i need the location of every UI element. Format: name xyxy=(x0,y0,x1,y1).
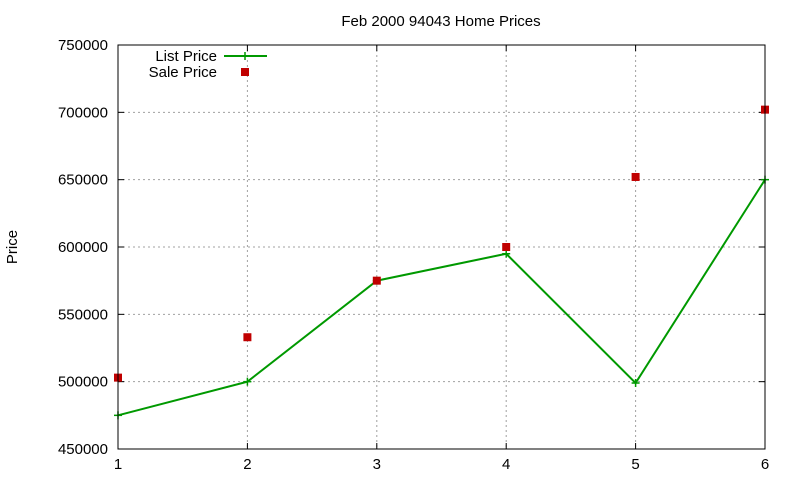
y-tick-label: 750000 xyxy=(58,37,108,54)
legend-label-list-price: List Price xyxy=(155,48,217,65)
y-tick-label: 500000 xyxy=(58,374,108,391)
x-tick-label: 3 xyxy=(373,456,381,473)
axis-ticks: 1 2 3 4 5 6 450000 500000 550000 600000 650000 7000… xyxy=(58,37,769,473)
list-price-point xyxy=(243,377,252,386)
legend-marker-list-price xyxy=(241,52,249,60)
list-price-line xyxy=(117,179,766,417)
y-tick-label: 700000 xyxy=(58,104,108,121)
sale-price-point xyxy=(631,172,640,181)
sale-price-point xyxy=(372,276,381,285)
legend-marker-sale-price xyxy=(241,68,249,76)
y-tick-label: 550000 xyxy=(58,306,108,323)
list-price-point xyxy=(502,249,511,258)
x-tick-label: 6 xyxy=(761,456,769,473)
y-tick-label: 650000 xyxy=(58,172,108,189)
sale-price-point xyxy=(502,243,511,251)
y-tick-label: 600000 xyxy=(58,239,108,256)
y-axis-title: Price xyxy=(4,230,21,264)
plot-frame xyxy=(117,44,766,450)
sale-price-point xyxy=(243,333,252,342)
chart-title: Feb 2000 94043 Home Prices xyxy=(341,13,540,30)
list-price-point xyxy=(631,379,640,388)
x-tick-label: 5 xyxy=(631,456,639,473)
grid xyxy=(118,45,765,449)
x-tick-label: 2 xyxy=(243,456,251,473)
x-tick-label: 1 xyxy=(114,456,122,473)
y-tick-label: 450000 xyxy=(58,441,108,458)
plot-series xyxy=(114,105,769,420)
legend-label-sale-price: Sale Price xyxy=(149,64,217,81)
x-tick-label: 4 xyxy=(502,456,510,473)
